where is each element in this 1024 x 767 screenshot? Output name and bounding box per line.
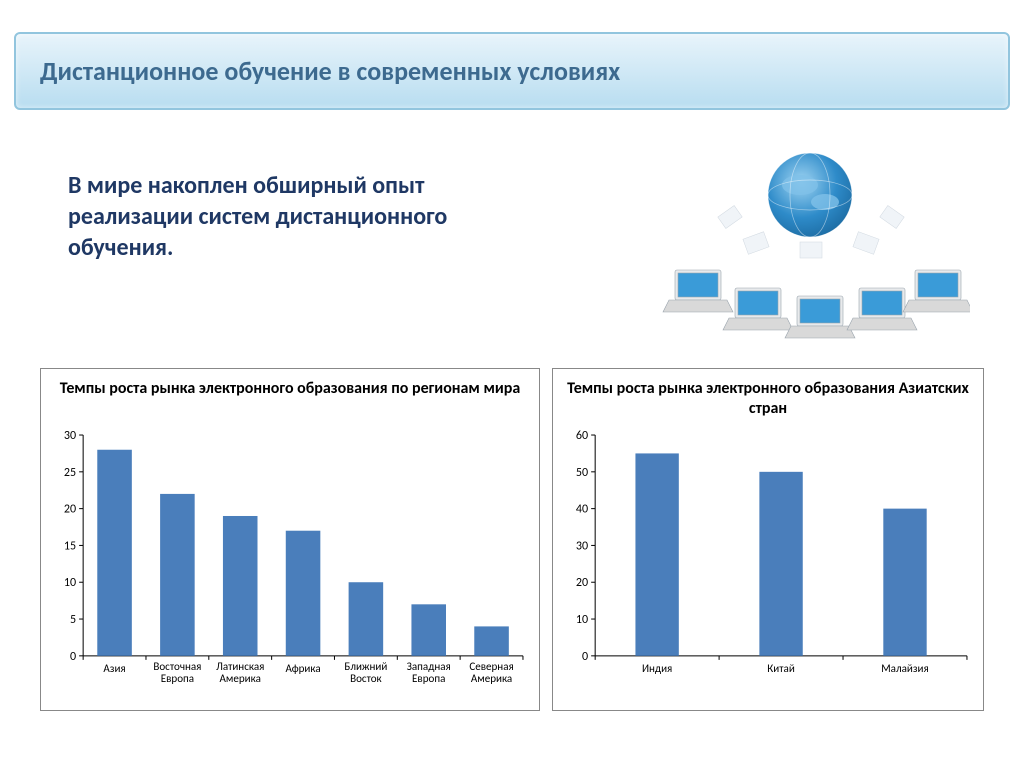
svg-text:5: 5 [70,613,76,627]
bar [349,582,384,656]
bar [160,494,195,656]
svg-text:Америка: Америка [471,671,512,685]
slide: Дистанционное обучение в современных усл… [0,0,1024,767]
chart-regions: Темпы роста рынка электронного образован… [40,368,540,711]
svg-text:0: 0 [70,650,76,664]
chart-regions-title: Темпы роста рынка электронного образован… [41,369,539,403]
svg-text:15: 15 [64,539,76,553]
bar [411,604,446,656]
svg-text:Восток: Восток [350,671,382,685]
svg-text:40: 40 [576,503,588,517]
svg-text:0: 0 [582,650,588,664]
svg-text:Малайзия: Малайзия [881,661,928,675]
slide-subtitle: В мире накоплен обширный опыт реализации… [68,170,548,264]
globe-network-illustration [650,140,970,340]
charts-row: Темпы роста рынка электронного образован… [40,368,984,711]
bar [759,472,802,656]
bar [474,626,509,655]
chart-regions-plot: 051015202530АзияВосточнаяЕвропаЛатинская… [49,429,531,698]
svg-text:20: 20 [64,503,76,517]
bar [883,509,926,656]
bar [286,531,321,656]
chart-asia: Темпы роста рынка электронного образован… [552,368,984,711]
svg-text:Америка: Америка [220,671,261,685]
bar [223,516,258,656]
bar [97,450,132,656]
chart-asia-title: Темпы роста рынка электронного образован… [553,369,983,423]
svg-text:20: 20 [576,576,588,590]
svg-text:50: 50 [576,466,588,480]
svg-text:Китай: Китай [767,661,795,675]
svg-text:Азия: Азия [103,661,125,675]
svg-text:Европа: Европа [161,671,194,685]
title-bar: Дистанционное обучение в современных усл… [14,32,1010,110]
slide-title: Дистанционное обучение в современных усл… [40,55,620,87]
svg-text:60: 60 [576,429,588,443]
svg-text:Европа: Европа [412,671,445,685]
bar [635,453,678,655]
chart-asia-plot: 0 10 20 30 40 50 60 Индия Китай Малайзия [561,429,975,698]
svg-text:10: 10 [576,613,588,627]
svg-text:30: 30 [576,539,588,553]
svg-text:25: 25 [64,466,76,480]
svg-text:10: 10 [64,576,76,590]
svg-text:30: 30 [64,429,76,443]
svg-text:Индия: Индия [642,661,672,675]
svg-text:Африка: Африка [285,661,320,675]
